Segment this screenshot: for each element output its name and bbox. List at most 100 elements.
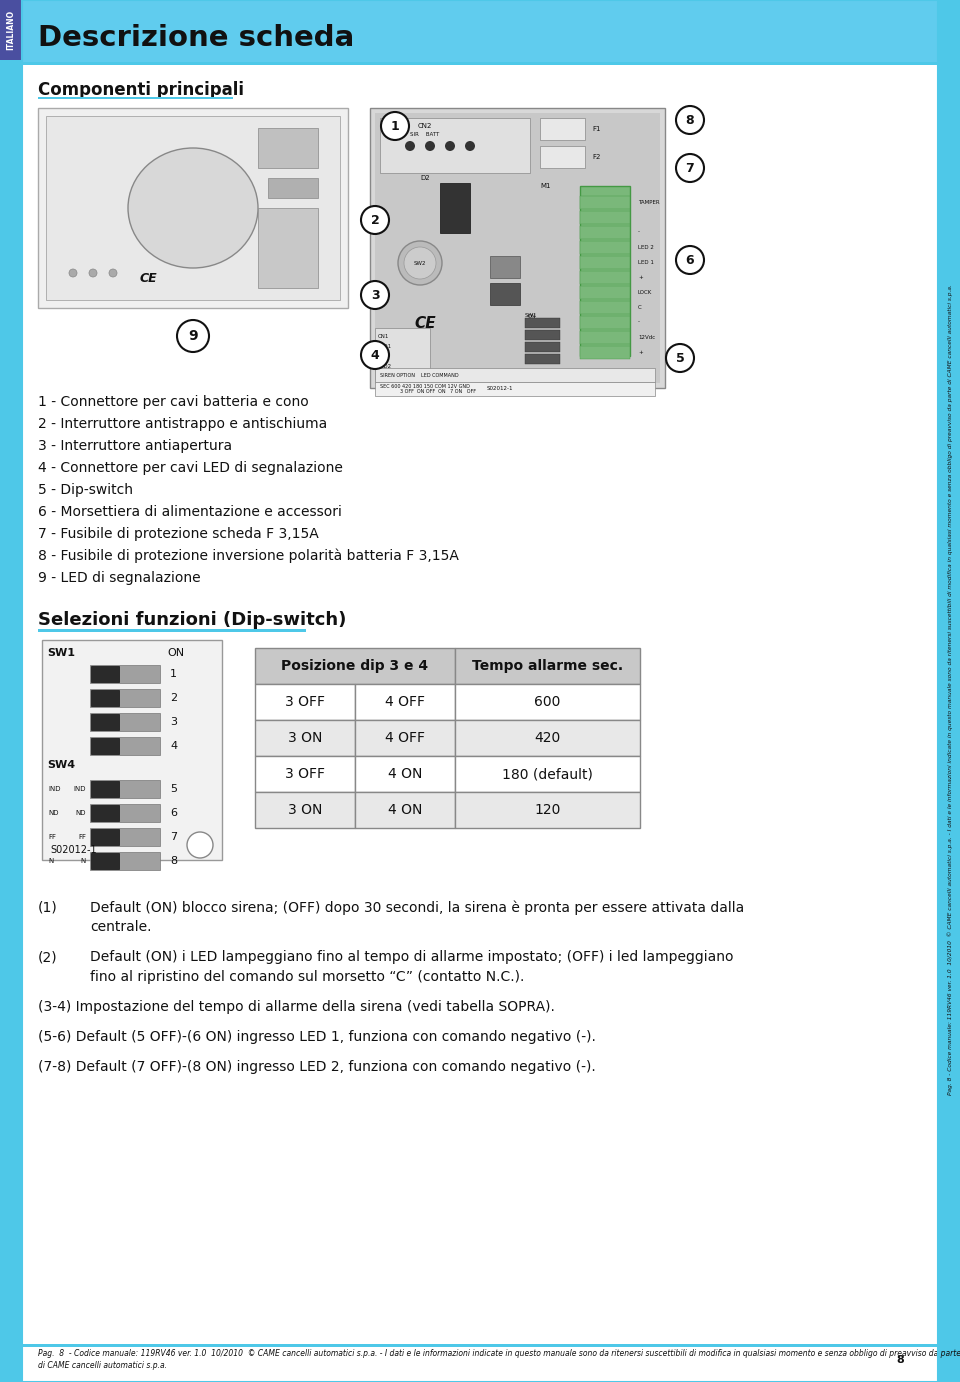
Text: ND: ND [76,810,86,815]
Bar [355,756,455,792]
Text: 4 ON: 4 ON [388,767,422,781]
Bar [580,271,630,283]
Text: FF: FF [48,833,56,840]
Text: IND: IND [74,786,86,792]
Bar [580,256,630,269]
Text: 2: 2 [371,213,379,227]
Text: (2): (2) [38,949,58,965]
Ellipse shape [128,148,258,268]
Bar [91,738,119,755]
Circle shape [676,153,704,182]
Text: 420: 420 [535,731,561,745]
Circle shape [361,341,389,369]
Text: S02012-1: S02012-1 [487,386,514,391]
Bar [91,666,119,681]
Bar [540,117,585,140]
Bar [38,108,348,308]
Bar [380,117,530,173]
Text: SW1: SW1 [47,648,75,658]
Bar [525,341,560,352]
Text: 3 ON: 3 ON [288,731,323,745]
Text: LOCK: LOCK [638,289,652,294]
Text: 4: 4 [170,741,178,750]
Text: ON: ON [167,648,184,658]
Circle shape [405,141,415,151]
Text: 9: 9 [188,329,198,343]
Bar [455,720,640,756]
Text: N: N [81,858,86,864]
Bar [580,316,630,329]
Text: F2: F2 [592,153,600,160]
Bar [90,665,160,683]
Text: 5: 5 [170,784,177,795]
Text: LED 2: LED 2 [638,245,654,250]
Bar [46,116,340,300]
Bar [22,1345,938,1347]
Text: CE: CE [414,315,436,330]
Bar [580,332,630,344]
Bar [255,792,355,828]
Text: Selezioni funzioni (Dip-switch): Selezioni funzioni (Dip-switch) [38,611,347,629]
Text: SEC 600 420 180 150 COM 12V GND: SEC 600 420 180 150 COM 12V GND [380,383,469,388]
Bar [255,720,355,756]
Text: 4 OFF: 4 OFF [385,731,425,745]
Bar [375,368,655,381]
Text: N: N [48,858,53,864]
Text: 180 (default): 180 (default) [502,767,593,781]
Circle shape [404,247,436,279]
Text: 3 ON: 3 ON [288,803,323,817]
Bar [580,286,630,299]
Text: 3 OFF  ON OFF  ON   7 ON   OFF: 3 OFF ON OFF ON 7 ON OFF [400,388,476,394]
Text: 1: 1 [170,669,177,679]
Text: 1 - Connettore per cavi batteria e cono: 1 - Connettore per cavi batteria e cono [38,395,309,409]
Text: 5 - Dip-switch: 5 - Dip-switch [38,482,133,498]
Bar [90,779,160,797]
Bar [90,851,160,871]
Bar [580,346,630,359]
Text: 7: 7 [170,832,178,842]
Text: CE: CE [139,271,156,285]
Text: 3: 3 [170,717,177,727]
Text: 120: 120 [535,803,561,817]
Text: SW1: SW1 [525,312,538,318]
Bar [258,129,318,169]
Text: 600: 600 [535,695,561,709]
Bar [268,178,318,198]
Text: (1): (1) [38,900,58,914]
Bar [38,97,233,100]
Bar [255,648,455,684]
Text: 1: 1 [391,119,399,133]
Bar [0,0,22,59]
Bar [255,756,355,792]
Text: LED 1: LED 1 [638,260,654,264]
Text: 3: 3 [371,289,379,301]
Text: ITALIANO: ITALIANO [7,10,15,50]
Bar [258,209,318,287]
Bar [90,690,160,708]
Text: LED1: LED1 [378,344,392,348]
Bar [91,829,119,844]
Bar [580,240,630,254]
Bar [91,714,119,730]
Bar [525,354,560,363]
Text: SIR    BATT: SIR BATT [410,131,440,137]
Bar [455,756,640,792]
Text: SW4: SW4 [47,760,75,770]
Text: Pag.  8  - Codice manuale: 119RV46 ver. 1.0  10/2010  © CAME cancelli automatici: Pag. 8 - Codice manuale: 119RV46 ver. 1.… [38,1349,960,1359]
Bar [455,648,640,684]
Text: 6 - Morsettiera di alimentazione e accessori: 6 - Morsettiera di alimentazione e acces… [38,504,342,520]
Text: (3-4) Impostazione del tempo di allarme della sirena (vedi tabella SOPRA).: (3-4) Impostazione del tempo di allarme … [38,1001,555,1014]
Bar [455,684,640,720]
Text: C: C [638,304,641,310]
Text: +: + [638,275,643,279]
Bar [90,804,160,822]
Text: SIREN OPTION    LED COMMAND: SIREN OPTION LED COMMAND [380,373,459,377]
Bar [375,381,655,397]
Bar [375,328,430,383]
Bar [580,301,630,314]
Circle shape [89,269,97,276]
Text: 6: 6 [170,808,177,818]
Bar [355,792,455,828]
Text: 8: 8 [685,113,694,127]
Bar [540,146,585,169]
